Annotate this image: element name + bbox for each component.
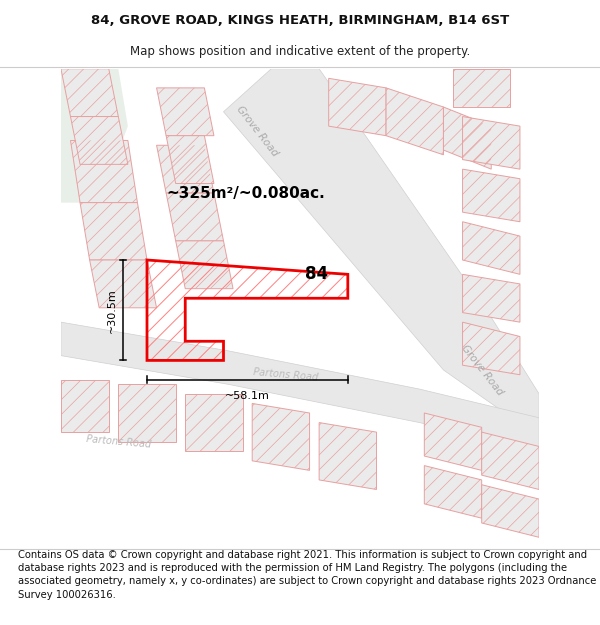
Polygon shape [70,116,128,164]
Polygon shape [463,222,520,274]
Polygon shape [157,145,214,193]
Text: ~58.1m: ~58.1m [225,391,270,401]
Polygon shape [61,69,128,203]
Polygon shape [424,466,482,518]
Text: Grove Road: Grove Road [234,104,280,158]
Polygon shape [463,274,520,322]
Polygon shape [463,169,520,222]
Text: 84: 84 [305,265,328,283]
Polygon shape [157,88,214,136]
Polygon shape [453,69,511,107]
Polygon shape [61,379,109,432]
Polygon shape [386,88,443,155]
Polygon shape [70,141,137,202]
Polygon shape [166,193,223,241]
Polygon shape [61,322,539,451]
Text: Partons Road: Partons Road [85,434,151,449]
Text: ~30.5m: ~30.5m [107,288,118,332]
Polygon shape [319,422,377,489]
Polygon shape [185,394,242,451]
Text: ~325m²/~0.080ac.: ~325m²/~0.080ac. [166,186,325,201]
Polygon shape [252,404,310,471]
Polygon shape [61,69,539,547]
Polygon shape [166,136,214,184]
Text: Partons Road: Partons Road [253,367,319,382]
Text: Contains OS data © Crown copyright and database right 2021. This information is : Contains OS data © Crown copyright and d… [18,550,596,599]
Polygon shape [61,69,118,116]
Polygon shape [424,413,482,471]
Text: Map shows position and indicative extent of the property.: Map shows position and indicative extent… [130,45,470,58]
Polygon shape [482,485,539,538]
Polygon shape [223,69,539,437]
Polygon shape [463,116,520,169]
Text: Grove Road: Grove Road [459,343,505,397]
Polygon shape [443,107,491,169]
Polygon shape [329,78,386,136]
Polygon shape [176,241,233,289]
Polygon shape [89,260,157,308]
Polygon shape [482,432,539,489]
Polygon shape [80,202,147,260]
Polygon shape [463,322,520,375]
Text: 84, GROVE ROAD, KINGS HEATH, BIRMINGHAM, B14 6ST: 84, GROVE ROAD, KINGS HEATH, BIRMINGHAM,… [91,14,509,28]
Polygon shape [118,384,176,442]
